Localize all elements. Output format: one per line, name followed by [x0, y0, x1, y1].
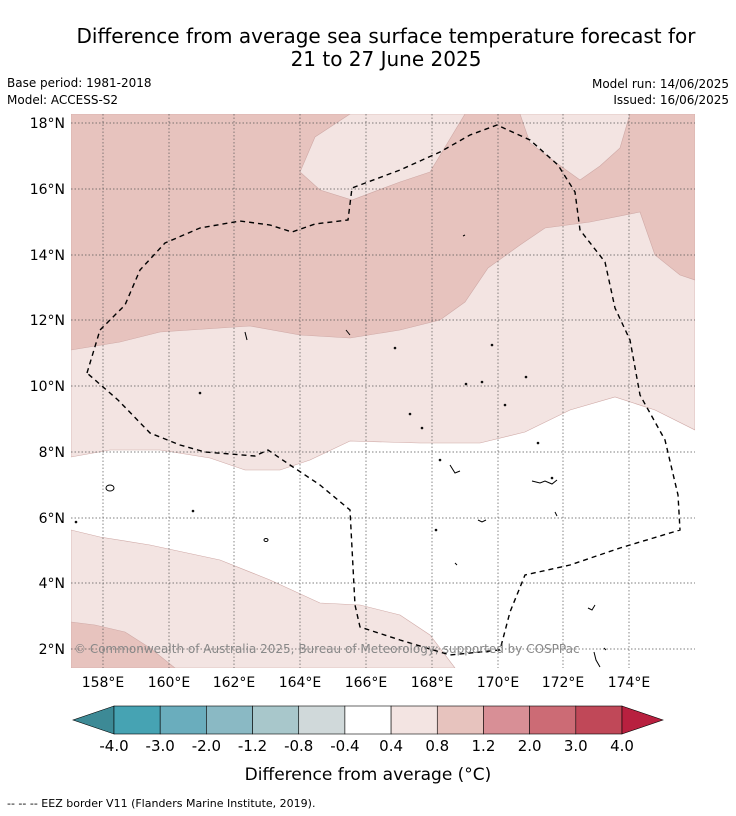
latitude-label: 14°N: [30, 248, 65, 264]
eez-footnote: -- -- -- EEZ border V11 (Flanders Marine…: [7, 797, 316, 810]
colorbar-swatch: [113, 705, 161, 735]
latitude-label: 18°N: [30, 116, 65, 132]
latitude-label: 8°N: [39, 445, 65, 461]
longitude-label: 174°E: [608, 675, 651, 691]
colorbar-over-arrow: [621, 705, 664, 735]
colorbar-swatch: [206, 705, 253, 735]
eez-border: [86, 124, 681, 656]
map-title-line1: Difference from average sea surface temp…: [76, 24, 696, 48]
longitude-label: 160°E: [148, 675, 191, 691]
colorbar: -4.0 -3.0 -2.0 -1.2 -0.8 -0.4 0.4 0.8 1.2 2.0 3.0 4…: [72, 705, 664, 755]
anomaly-region-lower-0.8: [71, 621, 176, 668]
colorbar-tick-label: 2.0: [518, 737, 542, 755]
colorbar-tick-label: 3.0: [564, 737, 588, 755]
colorbar-swatch: [483, 705, 530, 735]
colorbar-tick-label: -2.0: [192, 737, 221, 755]
latitude-labels: 2°N 4°N 6°N 8°N 10°N 12°N 14°N 16°N 18°N: [30, 116, 65, 658]
colorbar-swatch: [436, 705, 484, 735]
latitude-label: 4°N: [39, 576, 65, 592]
anomaly-region-upper-light: [519, 114, 631, 181]
longitude-label: 166°E: [345, 675, 388, 691]
longitude-label: 172°E: [542, 675, 585, 691]
colorbar-tick-label: -0.4: [330, 737, 359, 755]
anomaly-region-lower-0.4: [71, 529, 456, 668]
longitude-label: 164°E: [279, 675, 322, 691]
colorbar-label: Difference from average (°C): [245, 765, 492, 785]
graticule: [71, 114, 695, 668]
colorbar-swatch: [298, 705, 346, 735]
colorbar-tick-label: -3.0: [146, 737, 175, 755]
colorbar-tick-label: 1.2: [472, 737, 496, 755]
longitude-label: 162°E: [213, 675, 256, 691]
colorbar-swatch: [529, 705, 577, 735]
islands: [74, 234, 607, 668]
colorbar-tick-label: -4.0: [99, 737, 128, 755]
colorbar-tick-label: -0.8: [284, 737, 313, 755]
latitude-label: 16°N: [30, 182, 65, 198]
longitude-label: 170°E: [477, 675, 520, 691]
latitude-label: 2°N: [39, 642, 65, 658]
longitude-label: 168°E: [411, 675, 454, 691]
colorbar-swatch: [252, 705, 300, 735]
model-name: Model: ACCESS-S2: [7, 93, 119, 107]
colorbar-under-arrow: [72, 705, 115, 735]
colorbar-swatch: [575, 705, 623, 735]
longitude-label: 158°E: [82, 675, 125, 691]
issued-date: Issued: 16/06/2025: [613, 93, 729, 107]
colorbar-tick-label: 0.8: [425, 737, 449, 755]
latitude-label: 12°N: [30, 313, 65, 329]
model-run: Model run: 14/06/2025: [591, 77, 729, 91]
colorbar-swatch: [344, 705, 392, 735]
base-period: Base period: 1981-2018: [7, 76, 152, 90]
colorbar-swatch: [390, 705, 438, 735]
latitude-label: 10°N: [30, 379, 65, 395]
longitude-labels: 158°E 160°E 162°E 164°E 166°E 168°E 170°E 172°E…: [82, 675, 651, 691]
copyright-watermark: © Commonwealth of Australia 2025, Bureau…: [74, 642, 580, 656]
colorbar-tick-label: 4.0: [610, 737, 634, 755]
map-title-line2: 21 to 27 June 2025: [290, 47, 482, 71]
colorbar-tick-label: -1.2: [238, 737, 267, 755]
colorbar-swatch: [159, 705, 207, 735]
latitude-label: 6°N: [39, 511, 65, 527]
anomaly-fields: © Commonwealth of Australia 2025, Bureau…: [71, 114, 695, 668]
colorbar-tick-label: 0.4: [379, 737, 403, 755]
anomaly-region-0.8-1.2: [71, 114, 695, 351]
